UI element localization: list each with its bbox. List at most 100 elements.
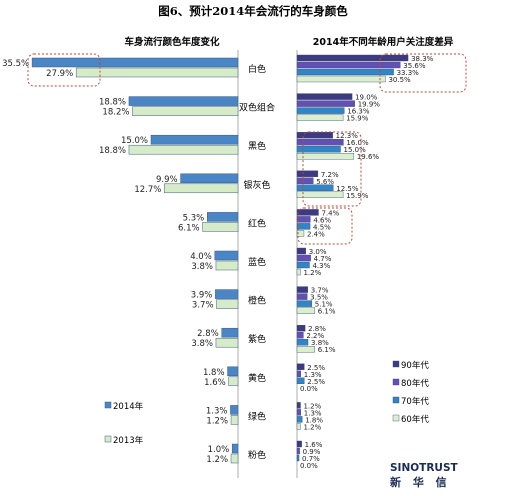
right-bar-value: 19.9% xyxy=(358,101,381,109)
left-bar-value: 2.8% xyxy=(197,329,219,339)
left-bar-2013 xyxy=(202,222,239,232)
right-bar-70年代 xyxy=(296,300,312,307)
category-label: 双色组合 xyxy=(239,102,275,114)
left-bar-value: 3.9% xyxy=(191,291,213,301)
left-chart-bars: 35.5%27.9%18.8%18.2%15.0%18.8%9.9%12.7%5… xyxy=(2,57,239,465)
right-bar-80年代 xyxy=(296,61,401,69)
right-bar-value: 3.0% xyxy=(309,248,327,256)
left-bar-2014 xyxy=(214,250,239,261)
right-bar-value: 4.5% xyxy=(313,223,331,231)
legend-label: 2013年 xyxy=(113,435,144,446)
right-bar-70年代 xyxy=(296,184,334,192)
right-bar-60年代 xyxy=(296,191,344,199)
category-label: 黄色 xyxy=(248,372,266,384)
right-bar-70年代 xyxy=(296,261,310,269)
left-bar-2013 xyxy=(230,415,239,425)
right-legend: 90年代 80年代 70年代 60年代 xyxy=(392,360,429,425)
left-bar-value: 1.2% xyxy=(206,455,228,465)
right-bar-90年代 xyxy=(296,286,308,293)
right-bar-value: 1.8% xyxy=(305,416,323,424)
legend-label: 70年代 xyxy=(401,396,429,407)
legend-label: 2014年 xyxy=(113,401,144,412)
legend-label: 80年代 xyxy=(401,378,429,389)
right-bar-60年代 xyxy=(296,268,301,276)
left-bar-value: 1.3% xyxy=(206,406,228,416)
right-bar-value: 0.0% xyxy=(300,385,318,393)
left-bar-2014 xyxy=(128,96,239,106)
highlight-box xyxy=(302,131,362,207)
right-bar-70年代 xyxy=(296,339,309,346)
right-bar-value: 7.2% xyxy=(321,171,339,179)
category-label: 粉色 xyxy=(248,449,266,461)
right-bar-value: 2.8% xyxy=(308,325,326,333)
left-bar-value: 27.9% xyxy=(46,69,73,79)
right-bar-90年代 xyxy=(296,170,319,178)
left-bar-value: 1.8% xyxy=(203,368,225,378)
right-bar-value: 2.2% xyxy=(306,332,324,340)
left-bar-2013 xyxy=(128,144,239,155)
category-label: 橙色 xyxy=(248,295,266,307)
left-bar-2013 xyxy=(216,299,239,309)
right-bar-value: 16.3% xyxy=(347,108,370,116)
right-bar-70年代 xyxy=(296,223,311,230)
highlight-box xyxy=(27,53,101,87)
highlight-box xyxy=(379,53,467,93)
left-bar-2014 xyxy=(207,212,239,222)
right-bar-70年代 xyxy=(296,145,341,153)
left-bar-2014 xyxy=(227,366,239,377)
right-bar-value: 38.3% xyxy=(411,55,434,63)
right-bar-80年代 xyxy=(296,370,301,377)
left-bar-value: 3.7% xyxy=(192,301,214,311)
left-bar-value: 1.2% xyxy=(206,416,228,426)
category-label: 白色 xyxy=(248,63,266,75)
right-bar-60年代 xyxy=(296,230,305,237)
right-bar-value: 0.0% xyxy=(300,462,318,470)
right-chart-bars: 38.3%35.6%33.3%30.5%19.0%19.9%16.3%15.9%… xyxy=(296,54,434,470)
right-bar-value: 7.4% xyxy=(321,209,339,217)
left-bar-2014 xyxy=(150,134,239,145)
right-bar-value: 3.7% xyxy=(311,287,329,295)
figure-title: 图6、预计2014年会流行的车身颜色 xyxy=(158,4,348,18)
right-bar-90年代 xyxy=(296,363,305,370)
right-bar-60年代 xyxy=(296,75,386,83)
right-bar-value: 16.0% xyxy=(346,139,369,147)
left-bar-2013 xyxy=(215,337,239,348)
right-bar-value: 2.4% xyxy=(307,230,325,238)
left-bar-value: 5.3% xyxy=(183,213,205,223)
legend-swatch xyxy=(104,435,112,443)
left-bar-value: 9.9% xyxy=(156,175,178,185)
left-bar-value: 12.7% xyxy=(134,185,161,195)
category-label: 绿色 xyxy=(248,410,266,422)
right-bar-90年代 xyxy=(296,325,306,332)
right-bar-80年代 xyxy=(296,409,301,416)
right-bar-70年代 xyxy=(296,416,303,423)
left-bar-value: 3.8% xyxy=(191,339,213,349)
category-label: 蓝色 xyxy=(248,256,266,268)
brand-logo-text: SINOTRUST xyxy=(390,462,459,474)
right-bar-80年代 xyxy=(296,138,344,146)
right-bar-90年代 xyxy=(296,402,301,409)
right-bar-value: 1.3% xyxy=(304,409,322,417)
right-bar-value: 15.9% xyxy=(346,192,369,200)
category-label: 紫色 xyxy=(248,333,266,345)
right-bar-80年代 xyxy=(296,100,355,107)
left-bar-value: 4.0% xyxy=(190,252,212,262)
left-chart-title: 车身流行颜色年度变化 xyxy=(124,36,220,48)
right-bar-80年代 xyxy=(296,293,308,300)
right-bar-value: 1.2% xyxy=(303,423,321,431)
right-bar-value: 1.6% xyxy=(305,441,323,449)
left-legend: 2014年 2013年 xyxy=(104,401,144,446)
legend-swatch xyxy=(392,360,400,368)
right-bar-value: 4.7% xyxy=(314,255,332,263)
right-bar-value: 1.2% xyxy=(303,269,321,277)
right-bar-value: 19.6% xyxy=(357,153,380,161)
left-bar-2014 xyxy=(231,443,239,454)
right-bar-60年代 xyxy=(296,307,315,314)
left-bar-2013 xyxy=(230,453,239,464)
left-bar-2014 xyxy=(180,173,239,184)
left-bar-value: 35.5% xyxy=(2,59,29,69)
right-bar-60年代 xyxy=(296,152,355,160)
right-chart-title: 2014年不同年龄用户关注度差异 xyxy=(313,36,454,48)
